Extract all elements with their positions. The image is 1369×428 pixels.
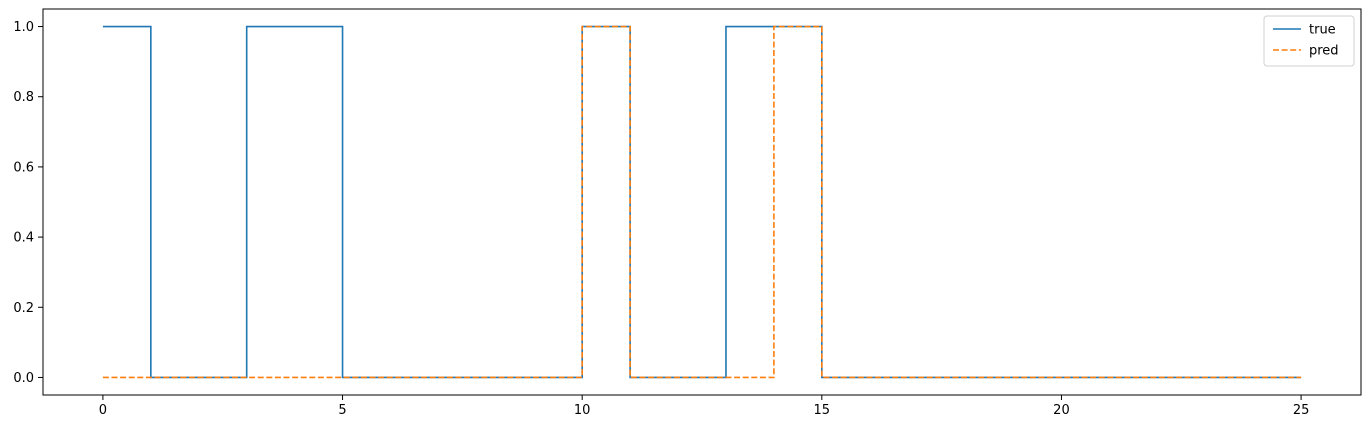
x-tick-label: 15: [814, 403, 831, 418]
x-tick-label: 0: [99, 403, 107, 418]
plot-area: [102, 25, 1302, 379]
y-tick-label: 0.6: [13, 160, 34, 175]
legend: true pred: [1263, 15, 1355, 67]
x-axis: 0 5 10 15 20 25: [99, 395, 1310, 418]
series-line-pred: [102, 25, 1302, 379]
x-tick-label: 10: [574, 403, 591, 418]
legend-label-pred: pred: [1309, 44, 1339, 59]
legend-label-true: true: [1309, 23, 1336, 38]
y-tick-label: 1.0: [13, 20, 34, 35]
x-tick-label: 20: [1053, 403, 1070, 418]
x-tick-label: 5: [338, 403, 346, 418]
y-tick-label: 0.8: [13, 90, 34, 105]
series-line-true: [102, 25, 1302, 379]
y-tick-label: 0.4: [13, 231, 34, 246]
y-tick-label: 0.0: [13, 371, 34, 386]
y-tick-label: 0.2: [13, 301, 34, 316]
y-axis: 0.0 0.2 0.4 0.6 0.8 1.0: [13, 20, 43, 386]
axes-frame: [42, 8, 1362, 396]
x-tick-label: 25: [1293, 403, 1310, 418]
